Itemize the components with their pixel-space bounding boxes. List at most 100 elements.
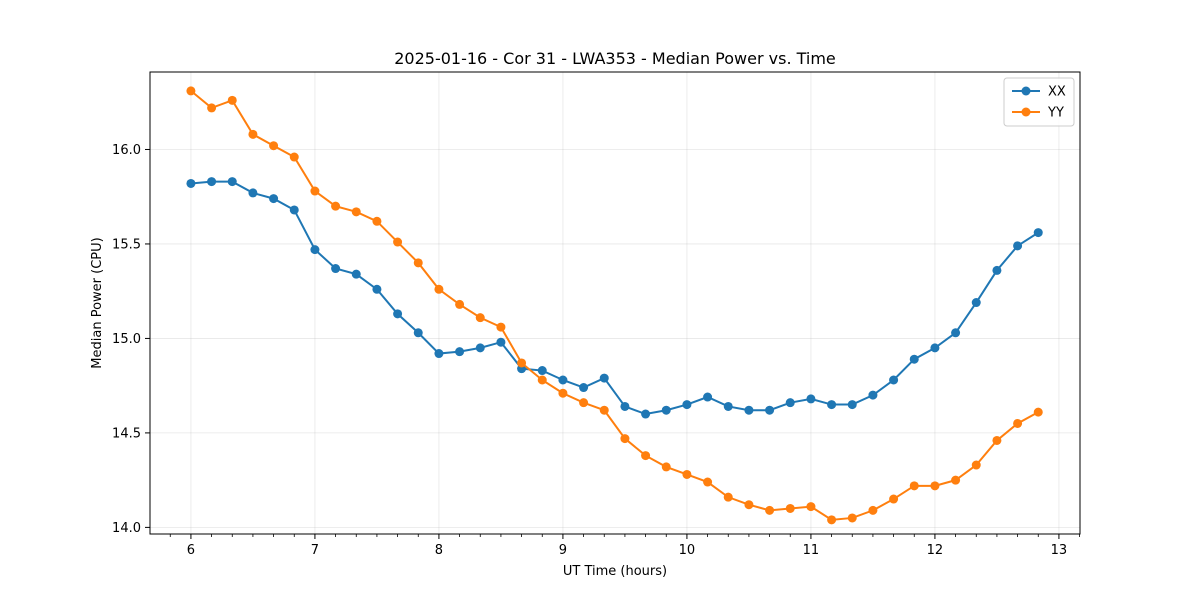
x-tick-label: 6: [187, 543, 195, 558]
data-point-xx: [703, 392, 713, 402]
data-point-yy: [868, 505, 878, 515]
x-tick-label: 10: [679, 543, 696, 558]
data-point-xx: [289, 205, 299, 215]
data-point-yy: [847, 513, 857, 523]
data-point-yy: [682, 469, 692, 479]
data-point-xx: [909, 354, 919, 364]
chart-title: 2025-01-16 - Cor 31 - LWA353 - Median Po…: [394, 49, 836, 68]
x-tick-label: 9: [559, 543, 567, 558]
x-tick-label: 12: [927, 543, 944, 558]
data-point-xx: [682, 400, 692, 410]
data-point-yy: [331, 201, 341, 211]
data-point-xx: [434, 349, 444, 359]
x-tick-label: 13: [1051, 543, 1068, 558]
data-point-xx: [186, 178, 196, 188]
data-point-xx: [641, 409, 651, 419]
legend: XX YY: [1003, 77, 1075, 127]
y-tick-label: 16.0: [112, 143, 141, 158]
data-point-yy: [785, 503, 795, 513]
data-point-yy: [806, 502, 816, 512]
legend-marker-xx: [1021, 86, 1031, 96]
data-point-yy: [537, 375, 547, 385]
series-layer: [186, 86, 1043, 525]
data-point-xx: [310, 245, 320, 255]
data-point-yy: [661, 462, 671, 472]
series-line-xx: [190, 180, 1039, 416]
data-point-xx: [723, 401, 733, 411]
data-point-yy: [641, 451, 651, 461]
data-point-xx: [806, 394, 816, 404]
data-point-xx: [827, 400, 837, 410]
data-point-xx: [455, 347, 465, 357]
data-point-xx: [579, 383, 589, 393]
data-point-xx: [393, 309, 403, 319]
data-point-yy: [475, 313, 485, 323]
data-point-xx: [744, 405, 754, 415]
data-point-xx: [372, 284, 382, 294]
data-point-yy: [827, 515, 837, 525]
data-point-yy: [1013, 418, 1023, 428]
data-point-xx: [475, 343, 485, 353]
data-point-xx: [1033, 228, 1043, 238]
x-tick-label: 7: [311, 543, 319, 558]
data-point-yy: [434, 284, 444, 294]
data-point-xx: [227, 177, 237, 187]
data-point-yy: [393, 237, 403, 247]
legend-label-yy: YY: [1047, 106, 1064, 121]
data-point-xx: [558, 375, 568, 385]
data-point-yy: [248, 129, 258, 139]
data-point-xx: [599, 373, 609, 383]
data-point-yy: [1033, 407, 1043, 417]
data-point-xx: [620, 401, 630, 411]
y-tick-label: 15.0: [112, 332, 141, 347]
y-tick-label: 15.5: [112, 237, 141, 252]
y-axis-label: Median Power (CPU): [90, 237, 105, 368]
data-point-yy: [765, 505, 775, 515]
data-point-yy: [558, 388, 568, 398]
data-point-xx: [269, 194, 279, 204]
x-tick-label: 8: [435, 543, 443, 558]
series-line-yy: [190, 90, 1039, 521]
x-axis-label: UT Time (hours): [563, 564, 667, 579]
data-point-xx: [868, 390, 878, 400]
data-point-yy: [909, 481, 919, 491]
data-point-yy: [289, 152, 299, 162]
data-point-yy: [496, 322, 506, 332]
data-point-xx: [992, 265, 1002, 275]
data-point-xx: [331, 264, 341, 274]
data-point-xx: [765, 405, 775, 415]
data-point-xx: [248, 188, 258, 198]
data-point-yy: [889, 494, 899, 504]
data-point-yy: [599, 405, 609, 415]
data-point-xx: [496, 337, 506, 347]
data-point-xx: [413, 328, 423, 338]
data-point-yy: [930, 481, 940, 491]
data-point-yy: [971, 460, 981, 470]
data-point-xx: [847, 400, 857, 410]
data-point-yy: [186, 86, 196, 96]
data-point-xx: [1013, 241, 1023, 251]
data-point-xx: [785, 398, 795, 408]
data-point-yy: [703, 477, 713, 487]
data-point-yy: [413, 258, 423, 268]
legend-marker-yy: [1021, 107, 1031, 117]
data-point-yy: [455, 299, 465, 309]
y-tick-label: 14.0: [112, 521, 141, 536]
data-point-yy: [269, 141, 279, 151]
plot-frame: [149, 71, 1081, 535]
data-point-xx: [207, 177, 217, 187]
data-point-xx: [537, 366, 547, 376]
data-point-yy: [207, 103, 217, 113]
legend-label-xx: XX: [1048, 85, 1066, 100]
data-point-yy: [744, 500, 754, 510]
data-point-xx: [930, 343, 940, 353]
data-point-xx: [971, 298, 981, 308]
data-point-yy: [372, 216, 382, 226]
y-tick-label: 14.5: [112, 426, 141, 441]
data-point-yy: [517, 358, 527, 368]
data-point-yy: [723, 492, 733, 502]
data-point-yy: [227, 95, 237, 105]
data-point-yy: [951, 475, 961, 485]
data-point-yy: [620, 434, 630, 444]
